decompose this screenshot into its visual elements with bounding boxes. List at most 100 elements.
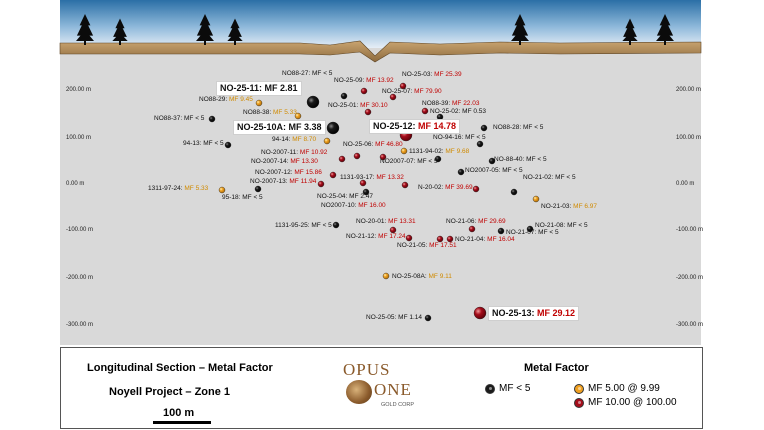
hole-name: NO88-39: bbox=[422, 100, 452, 107]
hole-name: NO-25-08A: bbox=[392, 273, 429, 280]
hole-metal-factor: MF 29.69 bbox=[478, 218, 506, 225]
tree-trunk bbox=[204, 41, 206, 45]
hole-label: NO2007-07: MF < 5 bbox=[380, 158, 438, 166]
drill-hole-marker bbox=[294, 112, 302, 120]
hole-name: NO2007-10: bbox=[321, 202, 359, 209]
hole-label: NO-25-06: MF 46.80 bbox=[343, 141, 403, 149]
drill-hole-marker bbox=[532, 195, 540, 203]
hole-label: NO2007-10: MF 16.00 bbox=[321, 202, 386, 210]
hole-metal-factor: MF 9.45 bbox=[229, 96, 253, 103]
hole-label: NO-21-04: MF 16.04 bbox=[455, 236, 515, 244]
hole-metal-factor: MF < 5 bbox=[523, 124, 544, 131]
hole-label: NO-88-40: MF < 5 bbox=[494, 156, 547, 164]
drill-hole-marker bbox=[224, 141, 232, 149]
drill-hole-marker bbox=[364, 108, 372, 116]
hole-metal-factor: MF 16.04 bbox=[487, 236, 515, 243]
hole-label: NO-2007-12: MF 15.86 bbox=[255, 169, 322, 177]
hole-metal-factor: MF 22.03 bbox=[452, 100, 480, 107]
hole-name: NO2007-05: bbox=[465, 167, 503, 174]
drill-hole-marker bbox=[446, 235, 454, 243]
legend-item-yellow: MF 5.00 @ 9.99 bbox=[574, 383, 660, 394]
hole-name: NO-25-01: bbox=[328, 102, 361, 109]
hole-name: NO-25-06: bbox=[343, 141, 376, 148]
hole-name: NO-25-09: bbox=[334, 77, 367, 84]
drill-hole-marker bbox=[379, 153, 387, 161]
tree-icon bbox=[196, 14, 214, 41]
drill-hole-marker bbox=[332, 221, 340, 229]
hole-name: NO-21-08: bbox=[535, 222, 568, 229]
tree-trunk bbox=[629, 41, 631, 45]
drill-holes bbox=[208, 82, 540, 322]
hole-metal-factor: MF 5.33 bbox=[273, 109, 297, 116]
hole-metal-factor: MF < 5 bbox=[502, 167, 523, 174]
elevation-label-right: -200.00 m bbox=[676, 275, 704, 281]
drill-hole-marker bbox=[329, 171, 337, 179]
drill-hole-marker bbox=[389, 93, 397, 101]
hole-name: 95-18: bbox=[222, 194, 243, 201]
hole-name: NO-88-40: bbox=[494, 156, 527, 163]
section-title: Longitudinal Section – Metal Factor bbox=[87, 362, 273, 374]
hole-metal-factor: MF < 5 bbox=[417, 158, 438, 165]
drill-hole-marker bbox=[360, 87, 368, 95]
logo-emblem bbox=[346, 380, 372, 404]
drill-hole-marker bbox=[208, 115, 216, 123]
hole-metal-factor: MF 9.68 bbox=[445, 148, 470, 155]
sky bbox=[60, 0, 701, 48]
hole-label: 1131-95-25: MF < 5 bbox=[275, 222, 332, 230]
hole-label: NO2007-05: MF < 5 bbox=[465, 167, 523, 175]
drill-hole-marker bbox=[473, 306, 487, 320]
hole-name: NO-25-02: bbox=[430, 108, 463, 115]
tree-icon bbox=[112, 18, 128, 41]
hole-metal-factor: MF 9.11 bbox=[428, 273, 452, 280]
hole-name: 1131-93-17: bbox=[340, 174, 377, 181]
hole-label: NO-2007-11: MF 10.92 bbox=[261, 149, 327, 157]
hole-name: NO-25-12: bbox=[373, 121, 419, 131]
hole-metal-factor: MF < 5 bbox=[465, 134, 486, 141]
elevation-label-left: 100.00 m bbox=[66, 135, 92, 141]
metal-factor-title: Metal Factor bbox=[524, 362, 589, 374]
hole-label: NO-21-06: MF 29.69 bbox=[446, 218, 506, 226]
hole-name: NO-25-10A: bbox=[237, 122, 289, 132]
hole-metal-factor: MF 13.92 bbox=[366, 77, 394, 84]
drill-hole-marker bbox=[472, 185, 480, 193]
scale-bar bbox=[153, 421, 211, 424]
hole-name: NO-21-04: bbox=[455, 236, 488, 243]
drill-hole-marker bbox=[389, 226, 397, 234]
legend-panel: Longitudinal Section – Metal Factor Noye… bbox=[60, 347, 703, 429]
hole-metal-factor: MF 25.39 bbox=[434, 71, 462, 78]
drill-hole-marker bbox=[306, 95, 320, 109]
legend-label-black: MF < 5 bbox=[499, 383, 531, 394]
tree-icon bbox=[622, 18, 638, 41]
hole-metal-factor: MF < 5 bbox=[242, 194, 263, 201]
drill-hole-marker bbox=[476, 140, 484, 148]
tree-trunk bbox=[519, 41, 521, 45]
hole-label: 94-14: MF 8.70 bbox=[272, 136, 316, 144]
hole-label: 94-13: MF < 5 bbox=[183, 140, 224, 148]
hole-label: NO-94-16: MF < 5 bbox=[433, 134, 486, 142]
hole-name: NO-25-03: bbox=[402, 71, 435, 78]
drill-hole-marker bbox=[254, 185, 262, 193]
hole-metal-factor: MF 3.38 bbox=[288, 122, 322, 132]
drill-hole-marker bbox=[401, 181, 409, 189]
hole-label: NO-25-04: MF 2.47 bbox=[317, 193, 373, 201]
hole-label: NO88-29: MF 9.45 bbox=[199, 96, 253, 104]
drill-hole-marker bbox=[497, 227, 505, 235]
drill-hole-marker bbox=[405, 234, 413, 242]
hole-metal-factor: MF 13.32 bbox=[376, 174, 404, 181]
hole-metal-factor: MF 46.80 bbox=[375, 141, 403, 148]
hole-name: NO-2007-11: bbox=[261, 149, 300, 156]
hole-metal-factor: MF < 5 bbox=[567, 222, 588, 229]
hole-name: NO88-37: bbox=[154, 115, 184, 122]
hole-metal-factor: MF 15.86 bbox=[294, 169, 322, 176]
hole-label: NO-2007-13: MF 11.94 bbox=[250, 178, 316, 186]
hole-name: NO-2007-14: bbox=[251, 158, 291, 165]
logo-one: ONE bbox=[374, 380, 412, 399]
hole-metal-factor: MF 39.69 bbox=[445, 184, 473, 191]
hole-metal-factor: MF < 5 bbox=[311, 222, 332, 229]
elevation-label-right: 200.00 m bbox=[676, 87, 702, 93]
hole-metal-factor: MF 11.94 bbox=[289, 178, 317, 185]
hole-name: NO2007-07: bbox=[380, 158, 418, 165]
hole-name: NO-2007-12: bbox=[255, 169, 295, 176]
hole-name: N-20-02: bbox=[418, 184, 446, 191]
